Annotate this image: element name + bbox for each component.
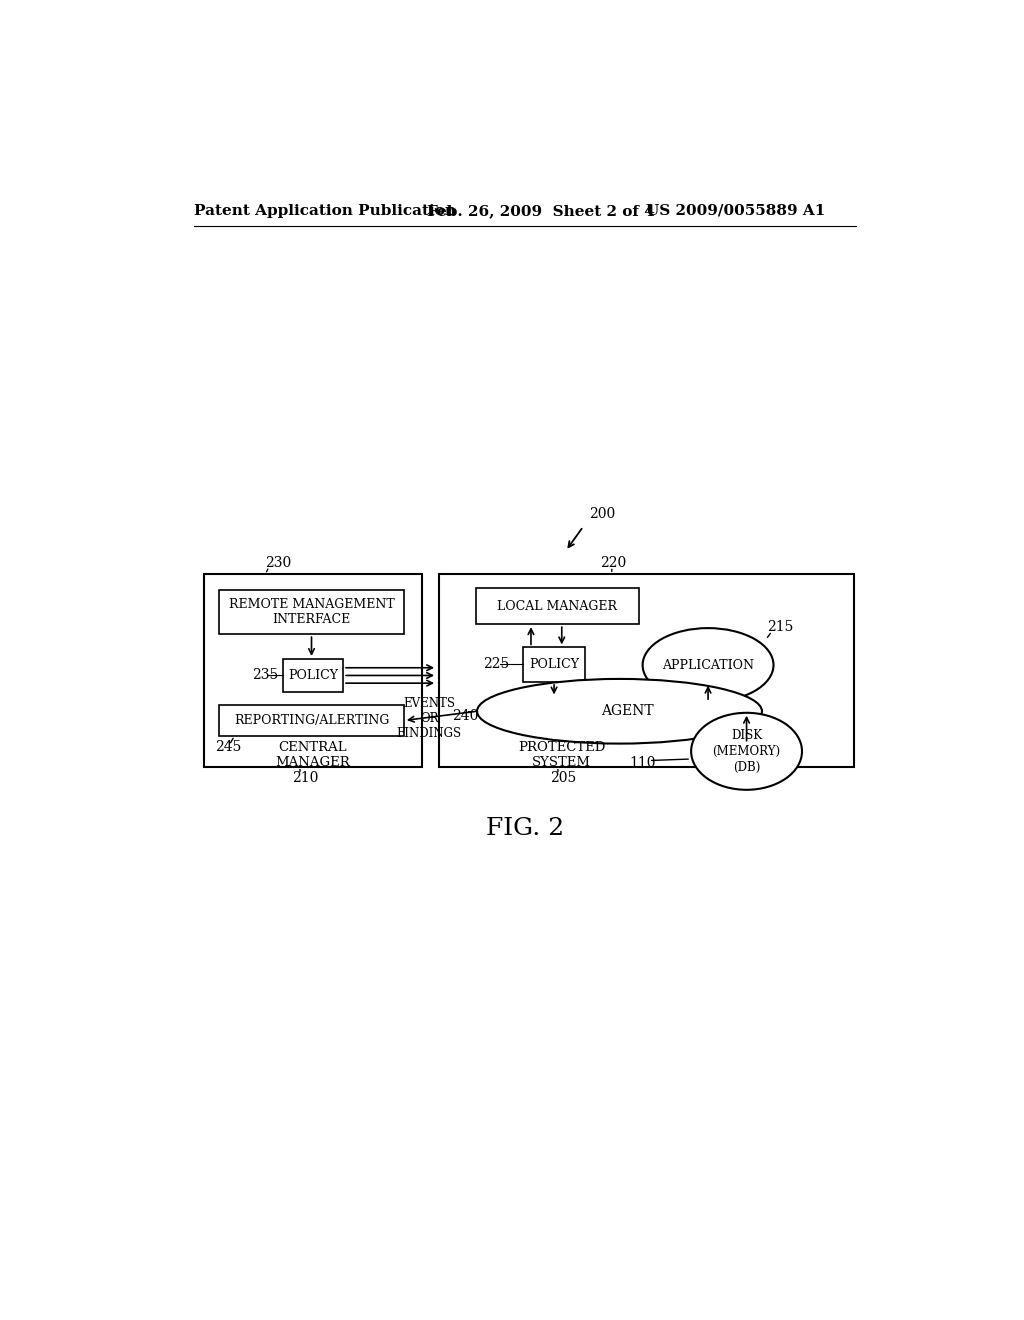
Bar <box>475 589 639 624</box>
Bar <box>219 590 403 635</box>
Text: 235: 235 <box>252 668 279 682</box>
Text: 240: 240 <box>453 709 479 723</box>
Text: EVENTS
OR
FINDINGS: EVENTS OR FINDINGS <box>396 697 462 741</box>
Text: Feb. 26, 2009  Sheet 2 of 4: Feb. 26, 2009 Sheet 2 of 4 <box>427 203 655 218</box>
Ellipse shape <box>477 678 762 743</box>
Text: FIG. 2: FIG. 2 <box>485 817 564 840</box>
Text: LOCAL MANAGER: LOCAL MANAGER <box>497 599 617 612</box>
Text: 215: 215 <box>767 619 793 634</box>
Ellipse shape <box>691 713 802 789</box>
Text: 205: 205 <box>550 771 577 785</box>
Bar <box>205 574 422 767</box>
Text: POLICY: POLICY <box>529 659 579 671</box>
Text: Patent Application Publication: Patent Application Publication <box>194 203 456 218</box>
Text: POLICY: POLICY <box>288 669 338 682</box>
Text: AGENT: AGENT <box>601 705 653 718</box>
Text: REPORTING/ALERTING: REPORTING/ALERTING <box>233 714 389 727</box>
Text: 210: 210 <box>292 771 318 785</box>
Bar <box>438 574 854 767</box>
Text: APPLICATION: APPLICATION <box>663 659 754 672</box>
Text: 220: 220 <box>600 556 627 570</box>
Text: 245: 245 <box>215 741 242 755</box>
Ellipse shape <box>643 628 773 702</box>
Bar <box>283 659 343 692</box>
Text: CENTRAL
MANAGER: CENTRAL MANAGER <box>275 741 350 770</box>
Text: 200: 200 <box>589 507 615 521</box>
Text: DISK
(MEMORY)
(DB): DISK (MEMORY) (DB) <box>713 729 780 774</box>
Text: 110: 110 <box>630 756 656 770</box>
Text: US 2009/0055889 A1: US 2009/0055889 A1 <box>646 203 825 218</box>
Bar <box>523 647 585 682</box>
Text: PROTECTED
SYSTEM: PROTECTED SYSTEM <box>518 741 605 770</box>
Bar <box>219 705 403 737</box>
Text: 225: 225 <box>483 657 510 672</box>
Text: REMOTE MANAGEMENT
INTERFACE: REMOTE MANAGEMENT INTERFACE <box>228 598 394 626</box>
Text: 230: 230 <box>265 556 292 570</box>
